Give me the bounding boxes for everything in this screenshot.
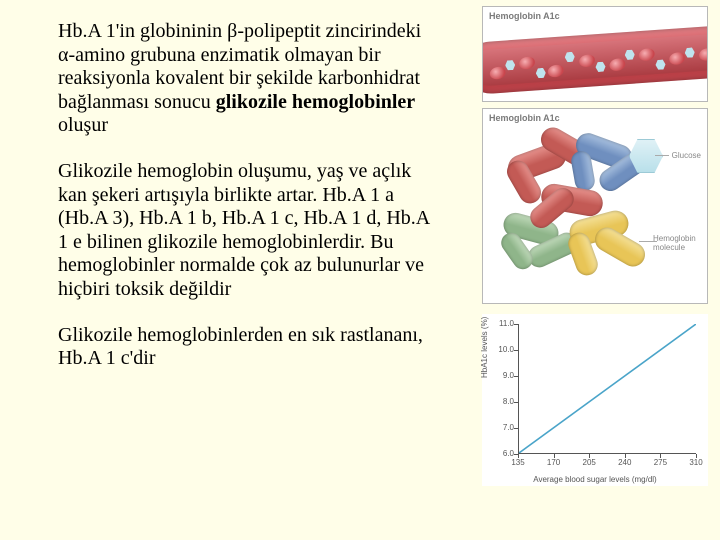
glucose-mini-icon <box>595 62 606 73</box>
chart-ylabel: HbA1c levels (%) <box>480 317 489 378</box>
rbc-icon <box>668 51 686 67</box>
glucose-mini-icon <box>624 49 635 60</box>
glucose-mini-icon <box>684 47 695 58</box>
glucose-label: Glucose <box>672 151 701 160</box>
xtick-label: 310 <box>684 458 708 467</box>
ytick-mark <box>514 350 518 351</box>
chart-xlabel: Average blood sugar levels (mg/dl) <box>482 475 708 484</box>
ytick-mark <box>514 376 518 377</box>
vessel-title: Hemoglobin A1c <box>489 11 560 21</box>
molecule-panel: Hemoglobin A1c Glucose Hemoglobin molecu… <box>482 108 708 304</box>
xtick-label: 205 <box>577 458 601 467</box>
paragraph-2: Glikozile hemoglobin oluşumu, yaş ve açl… <box>58 160 436 302</box>
paragraph-3: Glikozile hemoglobinlerden en sık rastla… <box>58 324 436 371</box>
rbc-icon <box>518 55 536 71</box>
vessel-panel: Hemoglobin A1c <box>482 6 708 102</box>
chart-panel: HbA1c levels (%) Average blood sugar lev… <box>482 314 708 486</box>
hb-label: Hemoglobin molecule <box>653 235 701 253</box>
ytick-mark <box>514 324 518 325</box>
rbc-icon <box>638 47 656 63</box>
rbc-icon <box>698 47 708 63</box>
chart-line <box>519 324 696 453</box>
p1-bold: glikozile hemoglobinler <box>216 91 415 113</box>
artery <box>482 23 708 96</box>
glucose-lead <box>655 155 669 156</box>
artery-lumen <box>482 31 708 87</box>
xtick-label: 135 <box>506 458 530 467</box>
glucose-mini-icon <box>655 59 666 70</box>
p1-tail: oluşur <box>58 114 108 136</box>
xtick-mark <box>696 454 697 458</box>
rbc-icon <box>608 57 626 73</box>
xtick-mark <box>625 454 626 458</box>
rbc-icon <box>578 53 596 69</box>
xtick-label: 240 <box>613 458 637 467</box>
xtick-mark <box>554 454 555 458</box>
ytick-label: 7.0 <box>496 423 514 432</box>
ytick-mark <box>514 428 518 429</box>
xtick-label: 170 <box>542 458 566 467</box>
paragraph-1: Hb.A 1'in globininin β-polipeptit zincir… <box>58 20 436 138</box>
rbc-icon <box>546 63 564 79</box>
glucose-mini-icon <box>564 52 575 63</box>
text-column: Hb.A 1'in globininin β-polipeptit zincir… <box>58 20 436 393</box>
ytick-label: 6.0 <box>496 449 514 458</box>
hb-lead <box>639 241 657 242</box>
molecule-title: Hemoglobin A1c <box>489 113 560 123</box>
ytick-label: 11.0 <box>496 319 514 328</box>
ytick-label: 9.0 <box>496 371 514 380</box>
glucose-mini-icon <box>505 60 516 71</box>
chart-plot <box>518 324 696 454</box>
ytick-label: 8.0 <box>496 397 514 406</box>
ytick-mark <box>514 402 518 403</box>
glucose-mini-icon <box>535 68 546 79</box>
xtick-mark <box>589 454 590 458</box>
rbc-icon <box>488 65 506 81</box>
ytick-label: 10.0 <box>496 345 514 354</box>
xtick-mark <box>660 454 661 458</box>
xtick-label: 275 <box>648 458 672 467</box>
figure-column: Hemoglobin A1c Hemoglobin A1c Glucose He… <box>482 6 712 486</box>
xtick-mark <box>518 454 519 458</box>
